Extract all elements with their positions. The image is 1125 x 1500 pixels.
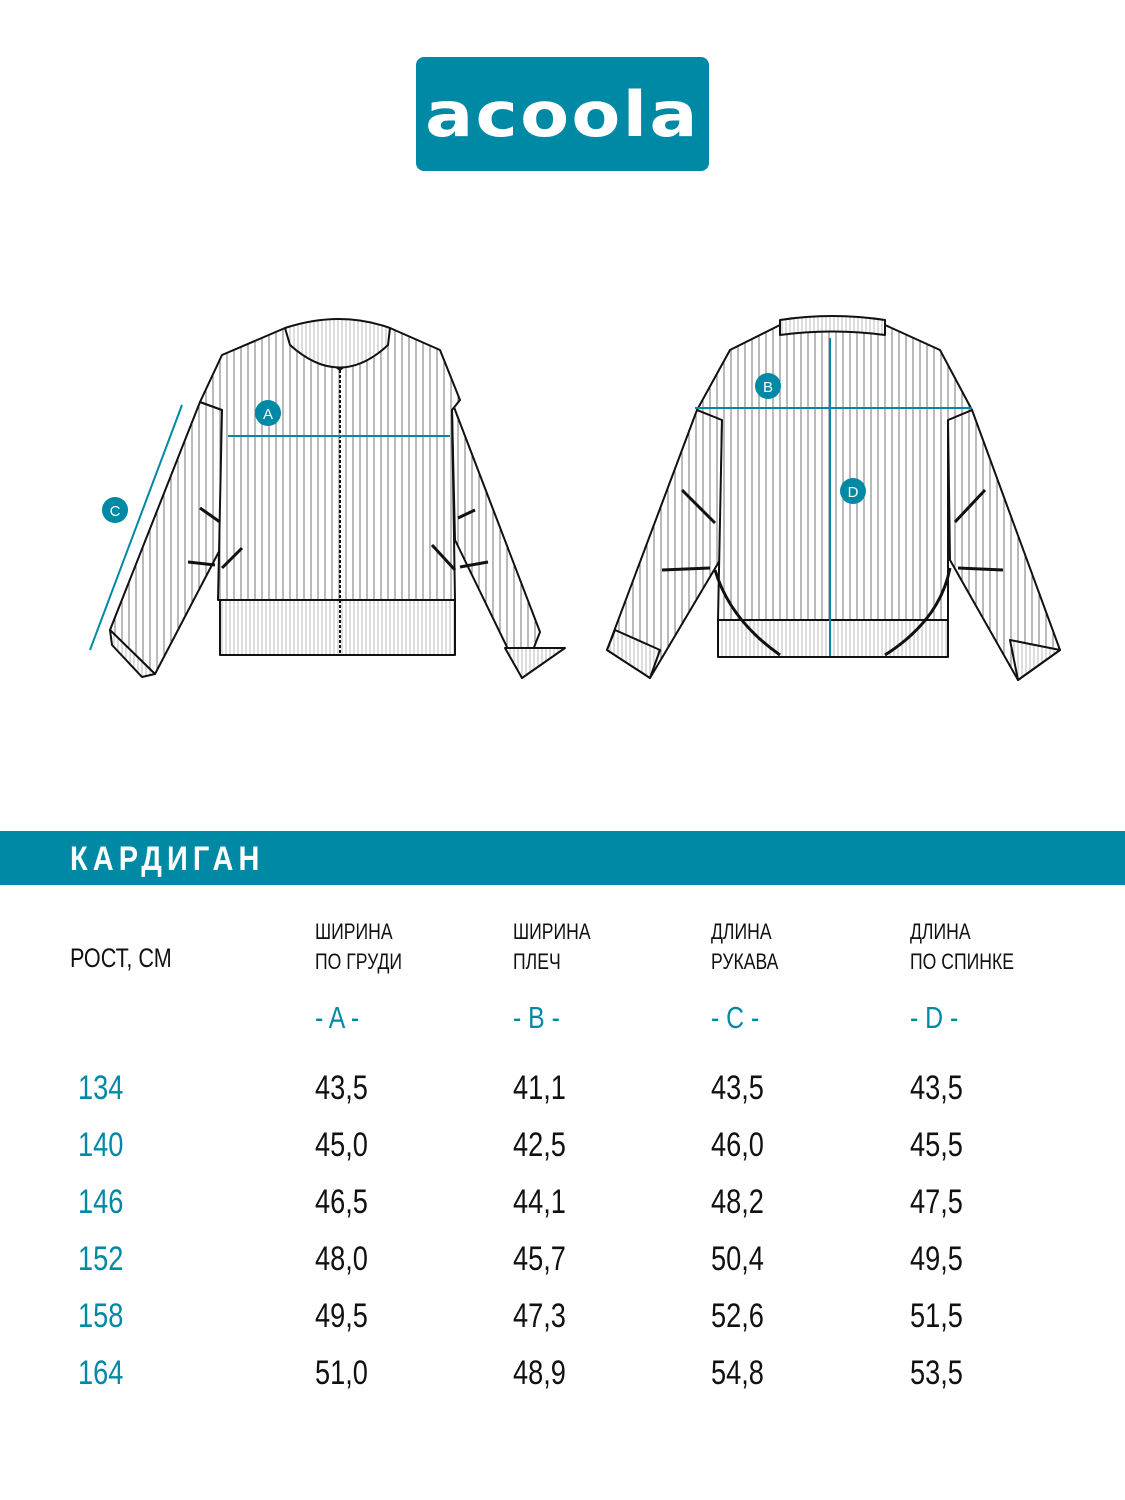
- size-cell: 164: [78, 1354, 124, 1392]
- value-cell: 41,1: [513, 1069, 566, 1107]
- size-cell: 134: [78, 1069, 124, 1107]
- back-view: [606, 315, 1061, 681]
- column-header: ДЛИНА ПО СПИНКЕ: [910, 917, 1040, 977]
- front-view: [109, 318, 566, 679]
- svg-text:D: D: [848, 484, 859, 501]
- brand-logo: acoola: [416, 57, 709, 171]
- measure-line-c: [89, 404, 183, 651]
- marker-c: C: [102, 497, 128, 523]
- header-line2: ПЛЕЧ: [513, 949, 561, 974]
- value-cell: 48,9: [513, 1354, 566, 1392]
- value-cell: 45,0: [315, 1126, 368, 1164]
- value-cell: 52,6: [711, 1297, 764, 1335]
- value-cell: 42,5: [513, 1126, 566, 1164]
- value-cell: 53,5: [910, 1354, 963, 1392]
- section-title: КАРДИГАН: [70, 840, 265, 878]
- header-line1: ДЛИНА: [711, 919, 772, 944]
- header-line1: ШИРИНА: [315, 919, 393, 944]
- value-cell: 49,5: [910, 1240, 963, 1278]
- value-cell: 47,5: [910, 1183, 963, 1221]
- header-line2: ПО ГРУДИ: [315, 949, 403, 974]
- size-cell: 158: [78, 1297, 124, 1335]
- value-cell: 51,5: [910, 1297, 963, 1335]
- logo-text: acoola: [425, 77, 700, 151]
- svg-text:C: C: [110, 503, 121, 520]
- value-cell: 44,1: [513, 1183, 566, 1221]
- value-cell: 43,5: [315, 1069, 368, 1107]
- svg-text:A: A: [263, 406, 273, 423]
- value-cell: 48,2: [711, 1183, 764, 1221]
- value-cell: 47,3: [513, 1297, 566, 1335]
- value-cell: 49,5: [315, 1297, 368, 1335]
- value-cell: 43,5: [910, 1069, 963, 1107]
- value-cell: 51,0: [315, 1354, 368, 1392]
- value-cell: 46,5: [315, 1183, 368, 1221]
- marker-d: D: [840, 478, 866, 504]
- header-line1: ШИРИНА: [513, 919, 591, 944]
- header-line2: РУКАВА: [711, 949, 779, 974]
- value-cell: 46,0: [711, 1126, 764, 1164]
- column-letter: - A -: [315, 1000, 360, 1035]
- column-letter: - D -: [910, 1000, 959, 1035]
- value-cell: 45,5: [910, 1126, 963, 1164]
- marker-b: B: [755, 373, 781, 399]
- column-letter: - C -: [711, 1000, 760, 1035]
- header-line2: ПО СПИНКЕ: [910, 949, 1014, 974]
- value-cell: 54,8: [711, 1354, 764, 1392]
- column-header: ДЛИНА РУКАВА: [711, 917, 795, 977]
- header-height: РОСТ, СМ: [70, 943, 172, 973]
- header-line1: ДЛИНА: [910, 919, 971, 944]
- value-cell: 48,0: [315, 1240, 368, 1278]
- value-cell: 45,7: [513, 1240, 566, 1278]
- column-header: ШИРИНА ПЛЕЧ: [513, 917, 610, 977]
- value-cell: 50,4: [711, 1240, 764, 1278]
- size-cell: 152: [78, 1240, 124, 1278]
- size-cell: 146: [78, 1183, 124, 1221]
- column-header: ШИРИНА ПО ГРУДИ: [315, 917, 424, 977]
- section-header: КАРДИГАН: [0, 831, 1125, 885]
- value-cell: 43,5: [711, 1069, 764, 1107]
- marker-a: A: [255, 400, 281, 426]
- garment-diagram: A B C D: [89, 315, 1061, 681]
- size-cell: 140: [78, 1126, 124, 1164]
- column-letter: - B -: [513, 1000, 560, 1035]
- svg-text:B: B: [763, 379, 773, 396]
